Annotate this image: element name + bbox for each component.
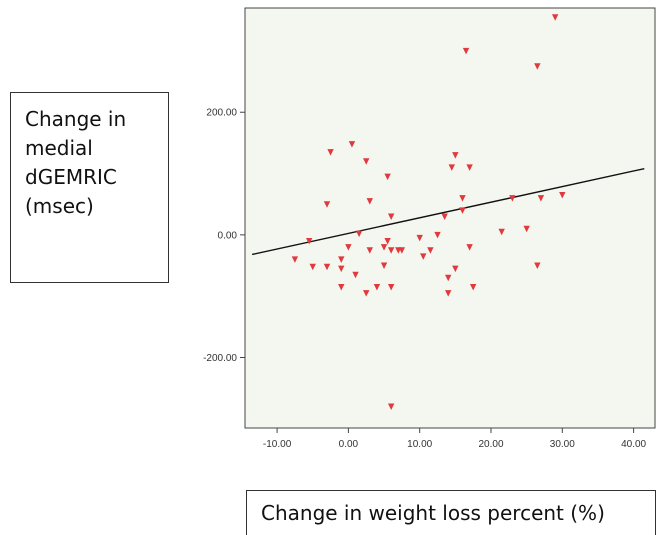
data-point xyxy=(380,262,388,270)
data-point xyxy=(445,290,452,297)
data-point xyxy=(537,195,545,202)
data-point xyxy=(338,256,345,263)
data-point xyxy=(305,237,313,245)
data-point xyxy=(445,274,452,282)
data-point xyxy=(534,262,541,270)
data-point xyxy=(387,213,395,220)
data-point xyxy=(416,234,423,242)
y-tick: 0.00 xyxy=(218,230,245,241)
y-tick-label: 200.00 xyxy=(206,108,237,119)
x-axis-label-box: Change in weight loss percent (%) xyxy=(246,490,656,535)
data-point xyxy=(466,164,473,171)
data-point xyxy=(509,195,516,202)
data-point xyxy=(498,228,505,236)
data-point xyxy=(459,195,466,202)
x-tick: 10.00 xyxy=(407,428,433,450)
data-point xyxy=(534,63,541,70)
data-point xyxy=(366,198,373,205)
data-point xyxy=(338,283,345,291)
x-tick-label: 10.00 xyxy=(407,439,432,450)
data-point xyxy=(309,263,316,271)
x-axis-label: Change in weight loss percent (%) xyxy=(261,501,605,525)
data-point xyxy=(345,244,352,251)
data-point xyxy=(352,271,359,279)
data-point xyxy=(363,290,370,297)
x-axis: -10.00 0.00 10.00 20.00 30.00 40.00 xyxy=(263,428,647,450)
data-point xyxy=(355,230,363,238)
plot-area xyxy=(244,7,656,429)
y-tick-label: 0.00 xyxy=(218,230,238,241)
data-point xyxy=(398,247,406,254)
x-tick-label: 20.00 xyxy=(478,439,503,450)
scatter-chart: -10.00 0.00 10.00 20.00 30.00 40.00 200.00 0.0… xyxy=(203,7,656,450)
data-point xyxy=(466,244,473,251)
y-tick: 200.00 xyxy=(206,108,245,119)
y-tick: -200.00 xyxy=(203,353,245,364)
data-point xyxy=(380,244,388,251)
data-point xyxy=(462,47,470,55)
x-tick: 30.00 xyxy=(550,428,575,450)
x-tick: 20.00 xyxy=(478,428,504,450)
data-point xyxy=(559,192,566,199)
y-axis-label-line-1: Change in xyxy=(25,107,127,131)
data-point xyxy=(338,265,345,273)
data-point xyxy=(387,403,395,411)
y-tick-label: -200.00 xyxy=(203,353,237,364)
data-point xyxy=(366,247,373,254)
x-tick: 0.00 xyxy=(339,428,359,450)
y-axis: 200.00 0.00 -200.00 xyxy=(203,108,245,364)
data-point xyxy=(551,14,559,21)
data-point xyxy=(427,247,434,254)
data-point xyxy=(523,225,530,233)
data-point xyxy=(469,283,477,291)
data-point xyxy=(387,247,395,254)
data-point xyxy=(291,256,299,263)
x-tick-label: 40.00 xyxy=(621,439,646,450)
y-axis-label-box: Change in medial dGEMRIC (msec) xyxy=(10,92,169,283)
y-axis-label-line-4: (msec) xyxy=(25,194,94,218)
x-tick-label: 30.00 xyxy=(550,439,575,450)
data-point xyxy=(327,149,334,156)
data-point xyxy=(459,207,466,214)
data-point xyxy=(363,158,370,165)
data-point xyxy=(373,283,381,291)
data-point xyxy=(434,231,441,239)
data-point xyxy=(448,164,455,171)
data-point xyxy=(387,283,395,291)
data-point xyxy=(452,265,459,273)
x-tick-label: 0.00 xyxy=(339,439,359,450)
data-point xyxy=(323,201,331,208)
data-points xyxy=(291,14,566,411)
y-axis-label-line-3: dGEMRIC xyxy=(25,165,117,189)
data-point xyxy=(384,173,391,181)
data-point xyxy=(348,141,356,148)
data-point xyxy=(384,237,391,245)
x-tick: 40.00 xyxy=(621,428,647,450)
x-tick: -10.00 xyxy=(263,428,292,450)
data-point xyxy=(420,253,427,260)
data-point xyxy=(323,263,331,271)
regression-line xyxy=(251,167,645,256)
data-point xyxy=(441,213,448,220)
data-point xyxy=(452,152,459,159)
x-tick-label: -10.00 xyxy=(263,439,292,450)
y-axis-label-line-2: medial xyxy=(25,136,93,160)
